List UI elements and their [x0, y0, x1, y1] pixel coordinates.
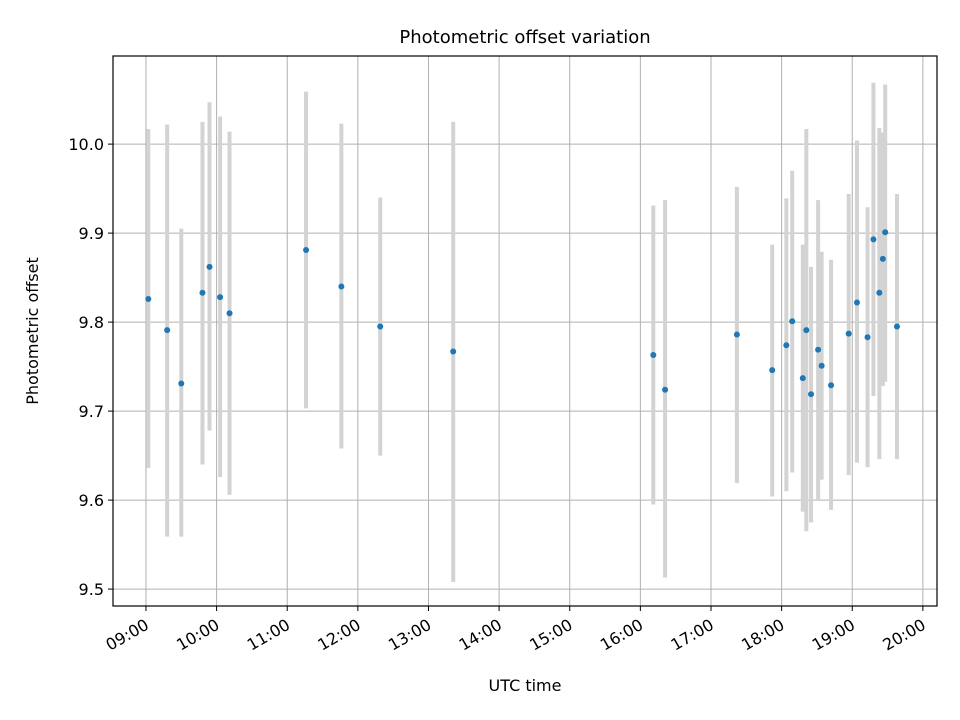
chart-title: Photometric offset variation: [399, 27, 650, 48]
y-tick-label: 9.5: [79, 580, 104, 599]
data-point: [853, 299, 860, 306]
data-point: [803, 327, 810, 334]
data-point: [377, 323, 384, 330]
data-point: [828, 382, 835, 389]
y-tick-label: 9.7: [79, 402, 104, 421]
data-point: [338, 283, 345, 290]
data-point: [815, 346, 822, 353]
data-point: [789, 318, 796, 325]
y-tick-label: 9.6: [79, 491, 104, 510]
data-point: [876, 289, 883, 296]
data-point: [769, 367, 776, 374]
data-point: [450, 348, 457, 355]
grid-layer: [113, 56, 937, 606]
data-point: [217, 294, 224, 301]
data-point: [864, 334, 871, 341]
y-tick-label: 10.0: [68, 135, 104, 154]
data-point: [145, 295, 152, 302]
plot-frame: [112, 55, 938, 607]
data-point: [870, 236, 877, 243]
y-tick-label: 9.8: [79, 313, 104, 332]
data-point: [650, 352, 657, 359]
data-point: [808, 391, 815, 398]
data-point: [783, 342, 790, 349]
y-tick-label: 9.9: [79, 224, 104, 243]
data-point: [303, 247, 310, 254]
data-point: [199, 289, 206, 296]
y-axis-ticks: 9.5 9.6 9.7 9.8 9.9 10.0: [68, 135, 113, 599]
data-point: [882, 229, 889, 236]
data-point: [818, 362, 825, 369]
data-point: [226, 310, 233, 317]
data-point: [178, 380, 185, 387]
data-point: [799, 375, 806, 382]
data-point: [164, 327, 171, 334]
data-point: [662, 386, 669, 393]
x-axis-label: UTC time: [489, 676, 562, 695]
point-layer: [145, 229, 900, 398]
data-point: [879, 255, 886, 262]
data-point: [845, 330, 852, 337]
data-point: [893, 323, 900, 330]
data-point: [733, 331, 740, 338]
data-point: [206, 263, 213, 270]
y-axis-label: Photometric offset: [23, 257, 42, 405]
